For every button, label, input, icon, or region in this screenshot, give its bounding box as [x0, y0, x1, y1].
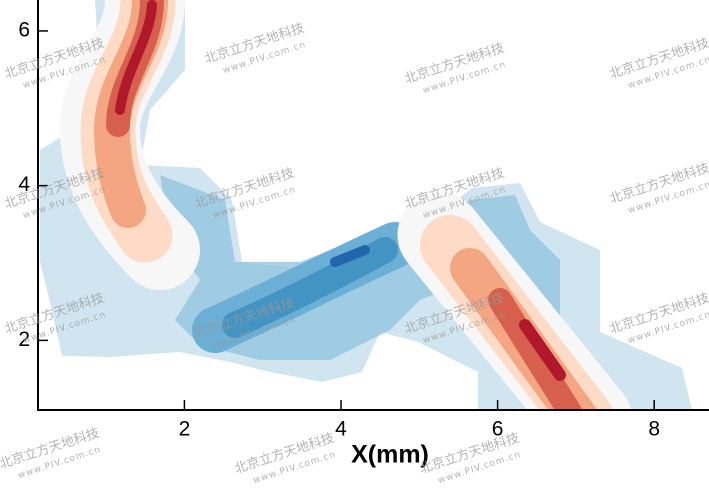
x-axis-label: X(mm)	[351, 441, 429, 469]
y-tick-label: 2	[18, 328, 30, 351]
x-tick-label: 8	[648, 418, 660, 441]
y-tick-label: 6	[18, 18, 30, 41]
x-tick-label: 4	[335, 418, 347, 441]
contour-band	[115, 0, 157, 115]
y-tick-label: 4	[18, 173, 30, 196]
background	[0, 411, 709, 489]
contour-band	[330, 245, 370, 267]
contour-band	[488, 288, 587, 432]
x-tick-label: 2	[179, 418, 191, 441]
contour-band	[519, 319, 566, 381]
contour-band	[222, 237, 398, 338]
x-tick-label: 6	[492, 418, 504, 441]
